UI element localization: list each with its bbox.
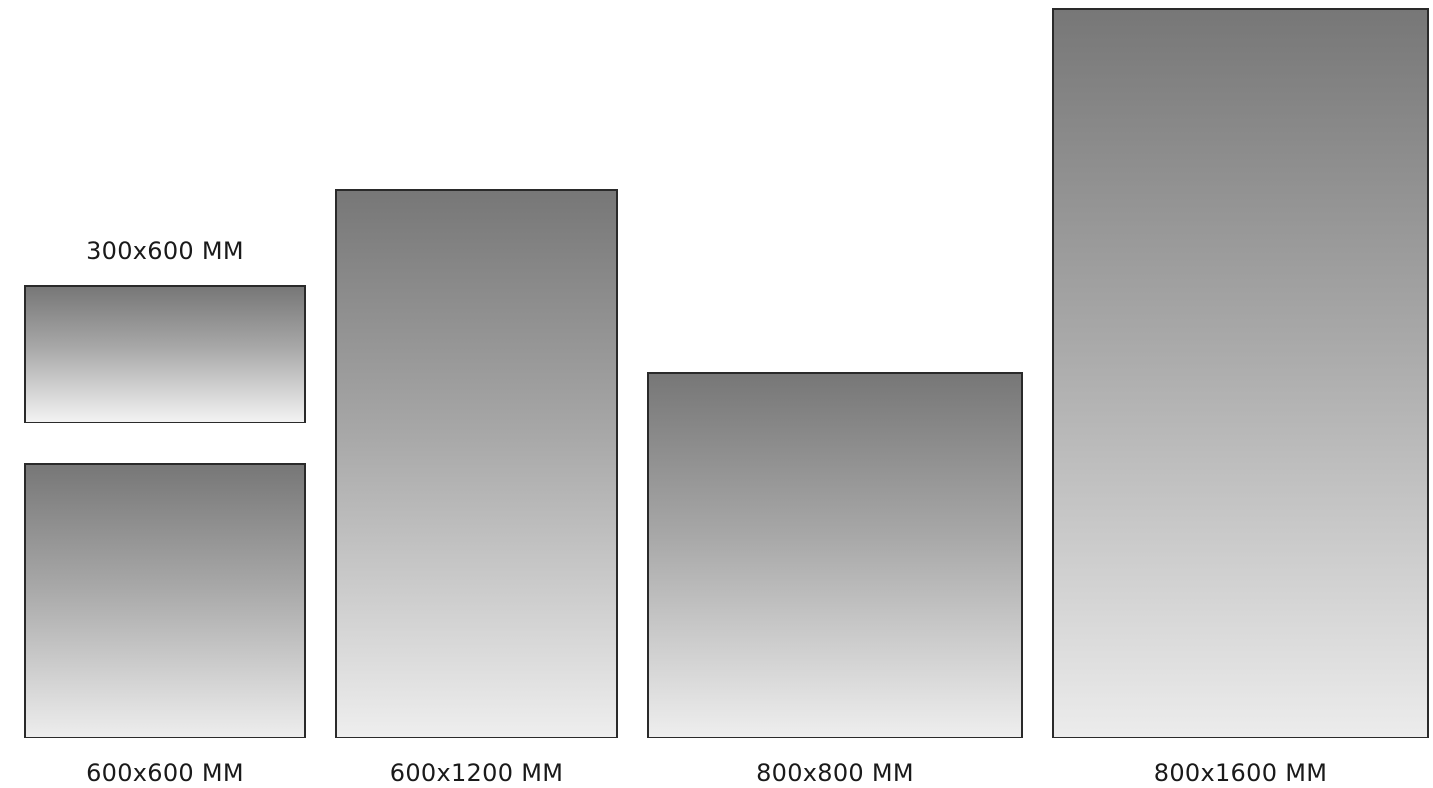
tile-label-800x1600: 800x1600 MM	[1153, 759, 1328, 787]
tile-gradient	[337, 191, 616, 737]
tile-gradient	[26, 287, 304, 422]
tile-label-300x600: 300x600 MM	[86, 237, 244, 265]
tile-800x1600	[1052, 8, 1429, 738]
tile-gradient	[1054, 10, 1427, 737]
tile-600x600	[24, 463, 306, 738]
tile-gradient	[26, 465, 304, 737]
tile-label-600x1200: 600x1200 MM	[389, 759, 564, 787]
tile-800x800	[647, 372, 1023, 738]
tile-label-800x800: 800x800 MM	[756, 759, 914, 787]
tile-label-600x600: 600x600 MM	[86, 759, 244, 787]
tile-600x1200	[335, 189, 618, 738]
tile-300x600	[24, 285, 306, 423]
tile-gradient	[649, 374, 1021, 737]
